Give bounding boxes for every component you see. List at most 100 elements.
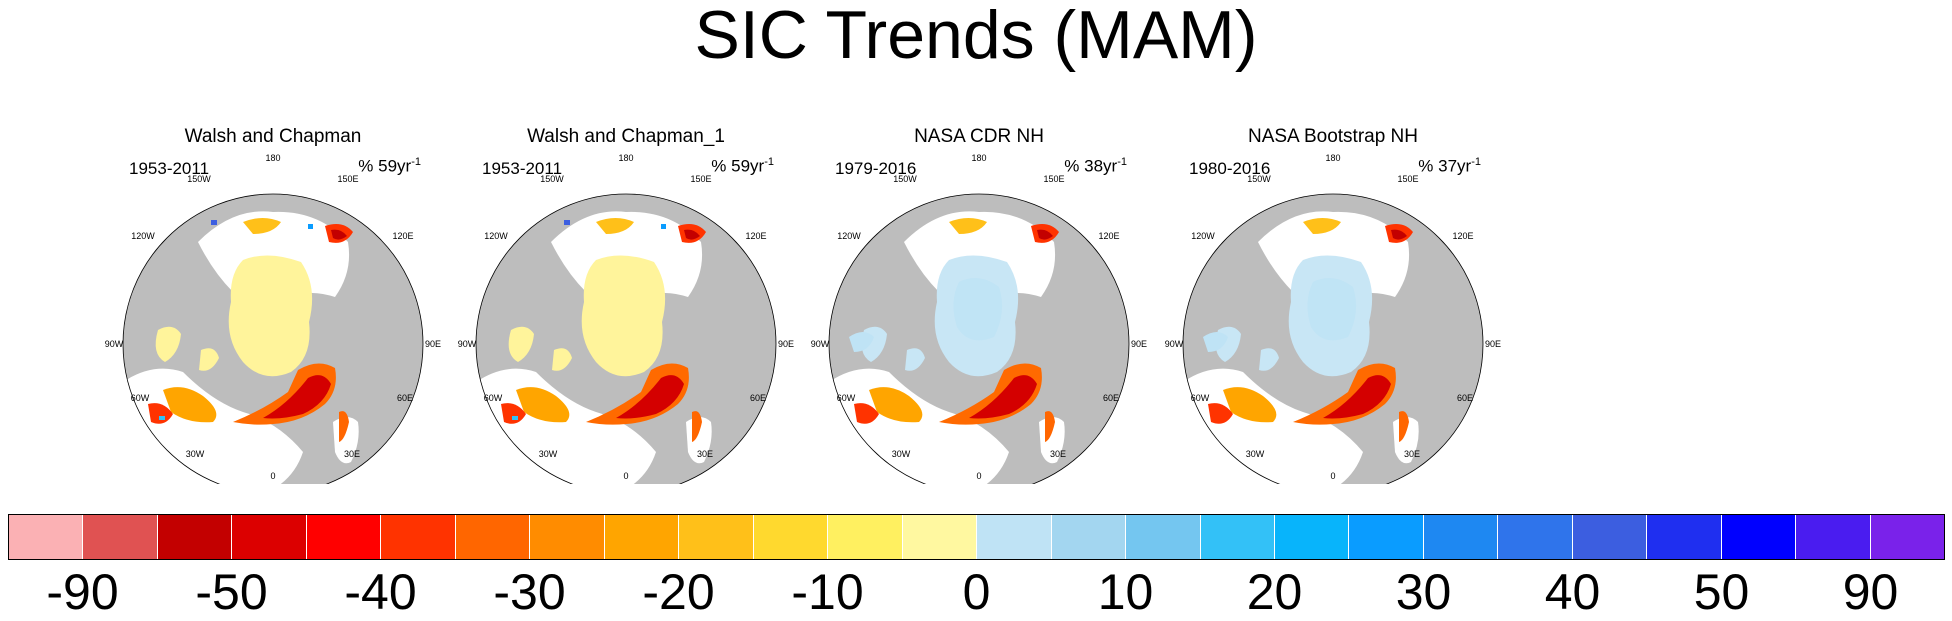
lon-label: 120E (392, 231, 413, 241)
lon-label: 180 (971, 153, 986, 163)
lon-label: 120E (745, 231, 766, 241)
colorbar-label: 20 (1246, 564, 1303, 620)
colorbar-box (83, 515, 158, 559)
lon-label: 60W (1191, 393, 1210, 403)
lon-label: 120E (1452, 231, 1473, 241)
colorbar-labels: -90 -50 -40 -30 -20 -10 0 10 20 30 40 50 90 (8, 564, 1945, 620)
lon-label: 90E (778, 339, 794, 349)
lon-label: 30W (892, 449, 911, 459)
lon-label: 90E (1131, 339, 1147, 349)
colorbar-box (455, 515, 531, 559)
map-panel: 180 150W 150E 120W 120E 90W 90E 60W 60E … (456, 122, 796, 484)
colorbar-label: -10 (791, 564, 864, 620)
lon-label: 180 (265, 153, 280, 163)
lon-label: 60E (1457, 393, 1473, 403)
lon-label: 180 (1325, 153, 1340, 163)
panel-years: 1953-2011 (129, 159, 210, 178)
colorbar-box (9, 515, 84, 559)
lon-label: 150W (893, 174, 917, 184)
lon-label: 120W (484, 231, 508, 241)
panel-title: Walsh and Chapman (184, 126, 362, 147)
colorbar-label: -30 (493, 564, 566, 620)
lon-label: 150E (690, 174, 711, 184)
lon-label: 0 (623, 471, 628, 481)
panel-unit: % 38yr-1 (1064, 156, 1127, 176)
colorbar-box (530, 515, 605, 559)
lon-label: 150W (540, 174, 564, 184)
colorbar-box (1721, 515, 1797, 559)
lon-label: 60W (131, 393, 150, 403)
colorbar-box (232, 515, 307, 559)
colorbar-box (1647, 515, 1722, 559)
colorbar-box (828, 515, 903, 559)
panel-title: Walsh and Chapman_1 (527, 126, 725, 147)
lon-label: 30W (539, 449, 558, 459)
lon-label: 90W (811, 339, 830, 349)
lon-label: 90W (105, 339, 124, 349)
lon-label: 0 (976, 471, 981, 481)
lon-label: 90E (1485, 339, 1501, 349)
lon-label: 30E (1050, 449, 1066, 459)
panel-years: 1980-2016 (1189, 159, 1271, 178)
lon-label: 150E (1397, 174, 1418, 184)
colorbar-box (1051, 515, 1127, 559)
lon-label: 120E (1098, 231, 1119, 241)
colorbar-box (1572, 515, 1648, 559)
panel-title: NASA CDR NH (914, 126, 1044, 147)
colorbar-box (1796, 515, 1871, 559)
map-panel: 180 150W 150E 120W 120E 90W 90E 60W 60E … (809, 122, 1149, 484)
lon-label: 60W (484, 393, 503, 403)
lon-label: 60W (837, 393, 856, 403)
lon-label: 120W (131, 231, 155, 241)
colorbar-label: -50 (195, 564, 268, 620)
colorbar-box (1498, 515, 1573, 559)
lon-label: 60E (397, 393, 413, 403)
colorbar-box (1200, 515, 1275, 559)
colorbar-label: 10 (1097, 564, 1154, 620)
panel-years: 1979-2016 (835, 159, 917, 178)
colorbar-box (1349, 515, 1424, 559)
figure-title: SIC Trends (MAM) (694, 0, 1258, 73)
colorbar-label: -20 (642, 564, 715, 620)
colorbar-box (977, 515, 1052, 559)
colorbar-box (381, 515, 456, 559)
panel-title: NASA Bootstrap NH (1247, 126, 1419, 147)
lon-label: 180 (618, 153, 633, 163)
lon-label: 90W (458, 339, 477, 349)
lon-label: 30E (1404, 449, 1420, 459)
lon-label: 150W (187, 174, 211, 184)
colorbar-box (157, 515, 233, 559)
lon-label: 90E (425, 339, 441, 349)
lon-label: 60E (1103, 393, 1119, 403)
lon-label: 120W (837, 231, 861, 241)
panel-unit: % 59yr-1 (711, 156, 774, 176)
colorbar-box (1126, 515, 1201, 559)
lon-label: 30W (1246, 449, 1265, 459)
colorbar-label: -90 (46, 564, 119, 620)
colorbar-box (753, 515, 829, 559)
lon-label: 0 (1330, 471, 1335, 481)
lon-label: 120W (1191, 231, 1215, 241)
colorbar-box (1274, 515, 1350, 559)
colorbar (8, 514, 1945, 560)
colorbar-label: 90 (1842, 564, 1899, 620)
lon-label: 60E (750, 393, 766, 403)
colorbar-label: -40 (344, 564, 417, 620)
lon-label: 150E (1043, 174, 1064, 184)
panel-unit: % 37yr-1 (1418, 156, 1481, 176)
lon-label: 30E (697, 449, 713, 459)
colorbar-box (604, 515, 680, 559)
colorbar-box (306, 515, 382, 559)
lon-label: 150E (337, 174, 358, 184)
map-panel: 180 150W 150E 120W 120E 90W 90E 60W 60E … (1163, 122, 1503, 484)
panel-years: 1953-2011 (482, 159, 563, 178)
lon-label: 30W (186, 449, 205, 459)
lon-label: 30E (344, 449, 360, 459)
colorbar-label: 50 (1693, 564, 1750, 620)
colorbar-label: 30 (1395, 564, 1452, 620)
lon-label: 0 (270, 471, 275, 481)
colorbar-label: 0 (962, 564, 991, 620)
map-panel: 180 150W 150E 120W 120E 90W 90E 60W 60E … (103, 122, 443, 484)
colorbar-box (902, 515, 978, 559)
colorbar-box (1423, 515, 1499, 559)
